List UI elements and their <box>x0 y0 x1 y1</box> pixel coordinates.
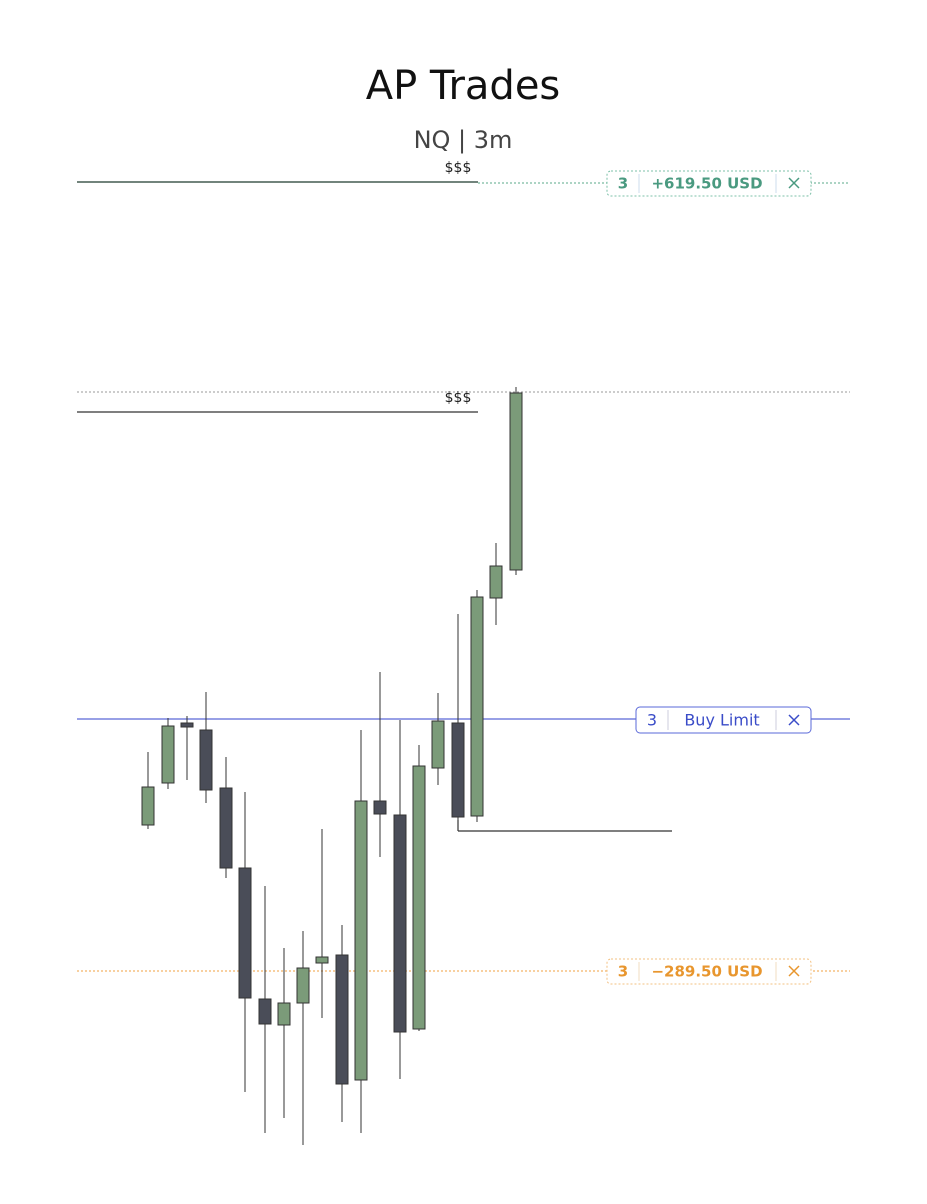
close-icon[interactable] <box>788 965 800 977</box>
level-label: $$$ <box>445 160 472 176</box>
order-quantity: 3 <box>647 711 657 730</box>
order-quantity: 3 <box>618 175 628 193</box>
tag-box <box>606 170 812 197</box>
order-text: +619.50 USD <box>651 175 762 193</box>
tag-box <box>606 958 812 985</box>
take-profit-tag[interactable]: 3 +619.50 USD <box>606 170 812 197</box>
order-text: −289.50 USD <box>651 963 762 981</box>
order-text: Buy Limit <box>684 711 759 730</box>
stop-loss-tag[interactable]: 3 −289.50 USD <box>606 958 812 985</box>
title: AP Trades <box>366 63 561 109</box>
tag-box <box>635 706 812 734</box>
subtitle: NQ | 3m <box>414 126 513 154</box>
order-quantity: 3 <box>618 963 628 981</box>
buy-limit-tag[interactable]: 3 Buy Limit <box>635 706 812 734</box>
up-candles <box>141 392 523 1081</box>
down-candles <box>180 722 465 1085</box>
level-label: $$$ <box>445 390 472 406</box>
close-icon[interactable] <box>788 177 800 189</box>
close-icon[interactable] <box>788 714 800 726</box>
